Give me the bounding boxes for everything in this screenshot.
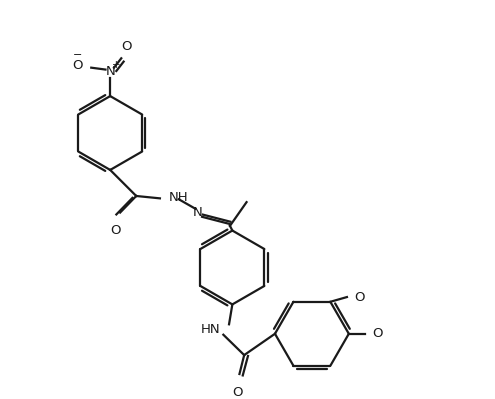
Text: N: N bbox=[105, 65, 115, 78]
Text: +: + bbox=[111, 60, 120, 70]
Text: −: − bbox=[72, 50, 82, 60]
Text: O: O bbox=[110, 224, 121, 237]
Text: O: O bbox=[373, 327, 383, 340]
Text: O: O bbox=[232, 386, 243, 399]
Text: O: O bbox=[72, 59, 82, 72]
Text: NH: NH bbox=[168, 191, 188, 204]
Text: O: O bbox=[121, 40, 132, 53]
Text: HN: HN bbox=[201, 322, 220, 336]
Text: N: N bbox=[193, 206, 202, 219]
Text: O: O bbox=[354, 290, 364, 304]
